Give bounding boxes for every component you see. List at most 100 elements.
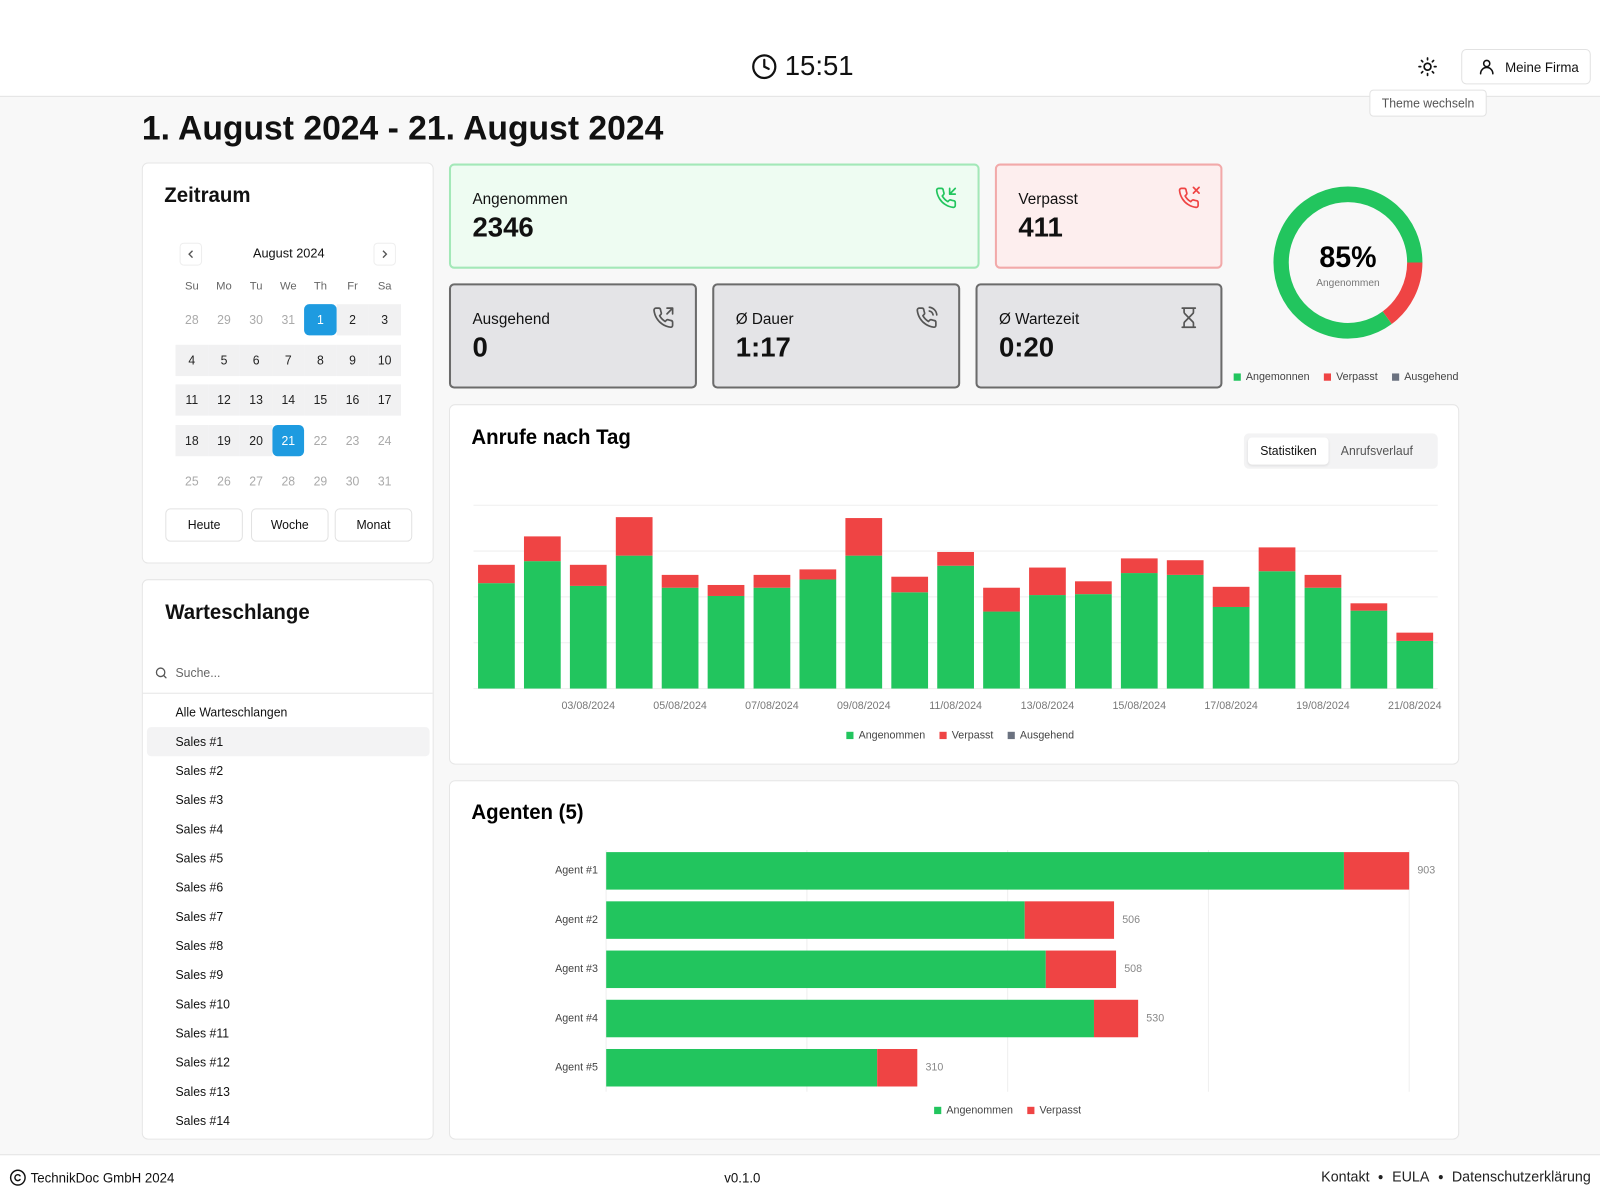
period-button[interactable]: Woche [251,508,329,542]
search-input[interactable]: Suche... [175,665,221,681]
queue-label: Sales #10 [175,996,230,1012]
footer-link[interactable]: EULA [1392,1167,1430,1185]
calendar-day[interactable]: 29 [217,312,231,328]
calendar-day[interactable]: 16 [336,384,369,417]
kpi-card: Ø Dauer 1:17 [712,283,961,389]
bar-segment [1350,610,1388,689]
calendar-day[interactable]: 30 [345,473,360,489]
calendar-day[interactable]: 20 [240,425,273,457]
period-button[interactable]: Heute [165,508,243,542]
queue-label: Sales #4 [175,821,224,837]
calendar-day[interactable]: 31 [281,312,296,328]
calendar-day[interactable]: 24 [377,433,392,449]
tab[interactable]: Anrufsverlauf [1340,443,1413,459]
calendar-day[interactable]: 14 [272,384,305,417]
calendar-day[interactable]: 30 [249,312,263,328]
calendar-day[interactable]: 27 [249,473,263,489]
calendar-day[interactable]: 26 [217,473,231,489]
calendar-day[interactable]: 23 [345,433,360,449]
calendar-day[interactable]: 6 [240,344,273,376]
donut-segment [1382,262,1423,325]
calendar-day[interactable]: 9 [336,344,369,376]
period-button[interactable]: Monat [334,508,413,542]
calendar-day[interactable]: 19 [207,425,241,457]
queue-item[interactable]: Sales #13 [147,1077,430,1106]
calendar-day[interactable]: 31 [377,473,392,489]
calendar-day[interactable]: 12 [207,384,241,417]
calendar-day[interactable]: 3 [368,304,401,336]
x-tick-label: 19/08/2024 [1296,700,1350,712]
phone-missed-icon [1178,186,1200,209]
calendar-day[interactable]: 21 [272,425,305,457]
legend-swatch [1233,373,1241,381]
bar-segment [478,564,515,584]
total-label: 508 [1124,963,1142,975]
calendar-day[interactable]: 11 [175,384,208,417]
prev-month[interactable] [179,242,203,266]
kpi-label: Ø Wartezeit [998,310,1080,329]
calendar-day[interactable]: 7 [272,344,305,376]
theme-toggle[interactable] [1417,56,1437,77]
calendar-day[interactable]: 15 [304,384,337,417]
footer [0,1154,1600,1200]
footer-link[interactable]: Kontakt [1321,1167,1370,1185]
calendar-day[interactable]: 10 [368,344,401,376]
tab[interactable]: Statistiken [1247,437,1329,465]
account-name: Meine Firma [1505,59,1579,76]
daily-chart: Anrufe nach Tag 03/08/2024 05/08/2024 07/0… [471,426,1441,741]
legend-swatch [934,1106,942,1115]
calendar-day[interactable]: 2 [336,304,369,336]
bar-segment [1212,606,1250,689]
queue-item[interactable]: Sales #1 [146,727,430,757]
queue-label: Sales #5 [175,851,224,866]
calendar-month: August 2024 [252,245,325,261]
queue-label: Sales #6 [175,880,224,895]
queue-item[interactable]: Sales #4 [147,815,430,844]
x-tick-label: 11/08/2024 [929,700,982,712]
queue-item[interactable]: Sales #12 [147,1048,430,1077]
calendar-day[interactable]: 28 [281,473,296,489]
chevron-left [188,250,193,259]
bar-segment [753,587,791,689]
queue-item[interactable]: Sales #11 [147,1019,430,1048]
footer-link[interactable]: Datenschutzerklärung [1451,1167,1591,1185]
queue-item[interactable]: Sales #5 [147,844,430,873]
kpi-value: 2346 [472,211,534,243]
calendar-day[interactable]: 13 [240,384,273,417]
header [0,0,1600,97]
queue-item[interactable]: Sales #6 [147,873,430,902]
bar-segment [1120,573,1158,689]
queue-item[interactable]: Sales #8 [147,931,430,960]
weekday: Mo [216,280,232,293]
calendar-day[interactable]: 25 [185,473,199,489]
queue-item[interactable]: Sales #3 [147,785,430,814]
queue-item[interactable]: Alle Warteschlangen [147,698,430,727]
legend-label: Angemonnen [1246,371,1310,383]
legend: Angenommen Verpasst Ausgehend [846,729,1074,741]
calendar-day[interactable]: 17 [368,384,401,417]
account-button[interactable]: Meine Firma [1461,48,1591,85]
weekday: We [279,280,297,293]
calendar-day[interactable]: 18 [175,425,208,457]
calendar-day[interactable]: 22 [313,433,328,449]
kpi-value: 0 [472,331,488,363]
queue-item[interactable]: Sales #10 [147,990,430,1019]
bar-segment [937,565,974,689]
calendar-day[interactable]: 4 [175,344,208,376]
calendar-day[interactable]: 28 [185,312,199,328]
version: v0.1.0 [724,1169,761,1186]
queue-item[interactable]: Sales #14 [147,1106,430,1135]
phone-outgoing-icon [653,307,674,329]
queue-item[interactable]: Sales #2 [147,756,430,785]
next-month[interactable] [373,242,396,266]
calendar-day[interactable]: 1 [304,304,337,336]
calendar-day[interactable]: 29 [313,473,328,489]
queue-label: Sales #1 [175,734,224,749]
queue-item[interactable]: Sales #7 [147,902,430,931]
bar-segment [615,555,653,689]
queue-item[interactable]: Sales #9 [147,960,430,989]
calendar-day[interactable]: 5 [207,344,241,376]
queue-label: Sales #3 [175,792,224,808]
bar-segment [1304,587,1342,689]
calendar-day[interactable]: 8 [304,344,337,376]
